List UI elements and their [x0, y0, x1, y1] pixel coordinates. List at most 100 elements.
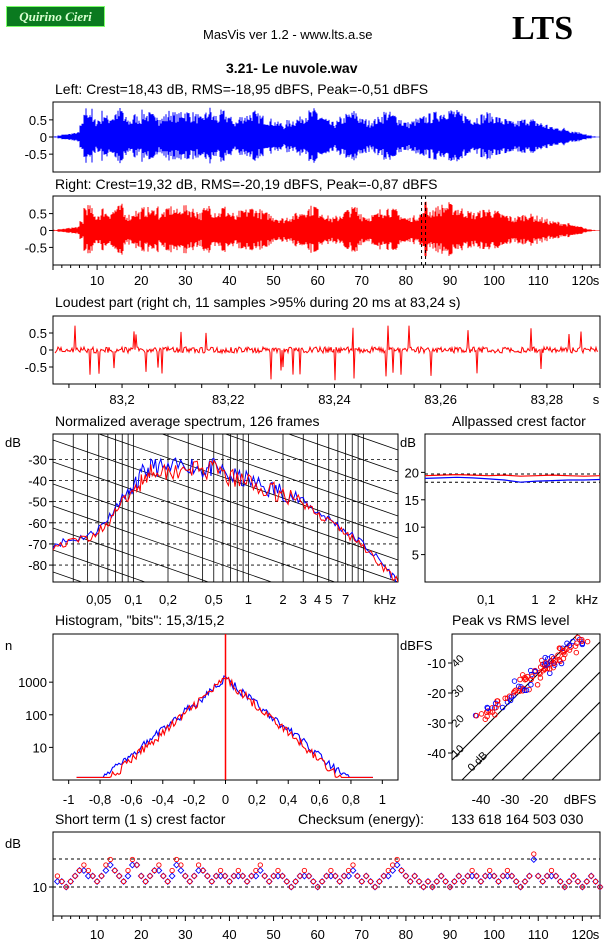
peak-rms-ytick-label: -20	[427, 686, 446, 701]
peak-rms-point	[573, 649, 580, 656]
short-crest-point-blue	[80, 867, 88, 874]
left-wave-title: Left: Crest=18,43 dB, RMS=-18,95 dBFS, P…	[55, 81, 429, 97]
short-crest-point-red	[531, 851, 537, 857]
time-tick-label: 10	[90, 273, 104, 288]
short-crest-point-red	[292, 878, 299, 885]
short-crest-point-red	[584, 878, 590, 885]
peak-rms-point	[507, 697, 514, 704]
short-crest-point-red	[134, 862, 140, 868]
short-crest-point-red	[359, 878, 365, 885]
short-crest-point-red	[350, 862, 356, 868]
short-crest-title: Short term (1 s) crest factor	[55, 811, 226, 827]
histogram-title: Histogram, "bits": 15,3/15,2	[55, 612, 225, 628]
peak-rms-point	[495, 701, 501, 708]
short-crest-point-red	[94, 878, 100, 885]
short-crest-point-red	[103, 862, 109, 868]
short-crest-point-red	[288, 884, 294, 890]
peak-rms-point	[485, 705, 491, 711]
histogram-xtick-label: 0,2	[248, 792, 266, 807]
peak-rms-point	[529, 673, 536, 680]
short-crest-point-red	[513, 878, 519, 885]
loudest-xtick-label: 83,24	[318, 392, 351, 407]
spectrum-ytick-label: -60	[28, 516, 47, 531]
short-crest-point-red	[473, 873, 480, 879]
peak-rms-ytick-label: -30	[427, 716, 446, 731]
short-crest-point-blue	[389, 867, 397, 874]
loudest-xtick-label: 83,26	[424, 392, 457, 407]
peak-rms-point	[517, 676, 523, 683]
peak-rms-diag	[521, 701, 600, 780]
crest-ytick-label: 5	[412, 548, 419, 563]
peak-rms-point	[537, 675, 544, 681]
crest-xtick-label: 1	[531, 592, 538, 607]
loudest-signal	[54, 325, 599, 381]
histogram-xtick-label: -0,8	[89, 792, 111, 807]
peak-rms-point	[575, 634, 581, 641]
short-crest-point-red	[491, 873, 497, 879]
short-crest-point-blue	[274, 872, 282, 880]
short-crest-xtick-label: 100	[483, 927, 505, 942]
spectrum-ylabel: dB	[5, 435, 21, 450]
short-crest-point-red	[420, 884, 427, 890]
short-crest-point-red	[478, 878, 484, 885]
short-crest-point-red	[315, 884, 321, 890]
short-crest-point-red	[535, 873, 541, 879]
short-crest-point-red	[151, 867, 158, 874]
short-crest-point-blue	[393, 861, 401, 869]
short-crest-point-red	[257, 862, 263, 868]
peak-rms-point	[566, 647, 573, 653]
short-crest-point-red	[376, 878, 383, 885]
peak-rms-xtick-label: -30	[501, 792, 520, 807]
short-crest-point-red	[284, 878, 290, 885]
peak-rms-point	[537, 664, 544, 670]
short-crest-point-red	[90, 873, 96, 879]
short-crest-point-red	[517, 884, 524, 890]
short-crest-xtick-label: 120	[572, 927, 594, 942]
peak-rms-point	[556, 645, 563, 651]
peak-rms-point	[473, 712, 480, 719]
peak-rms-point	[511, 678, 518, 684]
short-crest-point-blue	[252, 872, 260, 880]
histogram-xtick-label: 0,8	[342, 792, 360, 807]
short-crest-point-red	[182, 873, 188, 879]
histogram-xtick-label: 0,6	[311, 792, 329, 807]
spectrum-diag	[53, 505, 273, 582]
short-crest-point-red	[451, 878, 458, 885]
crest-series-red	[424, 473, 601, 477]
short-crest-point-red	[504, 867, 511, 874]
short-crest-point-red	[345, 867, 352, 874]
short-crest-point-red	[142, 878, 149, 885]
spectrum-ytick-label: -40	[28, 474, 47, 489]
spectrum-series-blue	[53, 457, 398, 582]
spectrum-xtick-label: 0,05	[86, 592, 111, 607]
histogram-xtick-label: 1	[379, 792, 386, 807]
spectrum-xtick-label: 5	[325, 592, 332, 607]
short-crest-point-red	[63, 884, 69, 890]
peak-rms-point	[547, 666, 553, 672]
peak-rms-point	[511, 688, 518, 694]
short-crest-point-red	[398, 867, 405, 874]
histogram-xtick-label: 0	[222, 792, 229, 807]
short-crest-point-red	[270, 873, 277, 879]
histogram-xtick-label: -0,4	[152, 792, 174, 807]
short-crest-point-red	[310, 878, 316, 885]
short-crest-point-red	[394, 856, 400, 863]
peak-rms-xtick-label: -40	[472, 792, 491, 807]
short-crest-point-red	[557, 878, 563, 885]
short-crest-point-red	[416, 878, 422, 885]
short-crest-point-red	[165, 878, 171, 885]
peak-rms-diag	[452, 634, 579, 761]
short-crest-point-red	[195, 862, 202, 868]
short-crest-ylabel: dB	[5, 836, 21, 851]
spectrum-xtick-label: 4	[314, 592, 321, 607]
histogram-ytick-label: 10	[33, 740, 47, 755]
short-crest-point-red	[244, 878, 250, 885]
short-crest-point-red	[319, 878, 325, 885]
short-crest-point-blue	[530, 856, 538, 863]
spectrum-ytick-label: -80	[28, 558, 47, 573]
peak-rms-ylabel: dBFS	[400, 638, 433, 653]
short-crest-point-red	[403, 873, 409, 879]
short-crest-point-red	[425, 878, 431, 885]
spectrum-diag	[53, 461, 398, 582]
histogram-series-red	[76, 676, 373, 778]
